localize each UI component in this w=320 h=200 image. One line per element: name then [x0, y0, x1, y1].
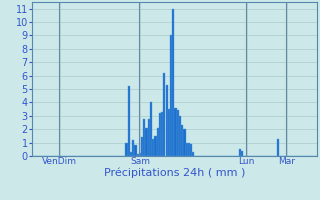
- Bar: [148, 119, 150, 156]
- Bar: [170, 35, 172, 156]
- Bar: [128, 86, 130, 156]
- Bar: [239, 149, 241, 156]
- Bar: [183, 129, 186, 156]
- Bar: [177, 110, 179, 156]
- Bar: [161, 112, 163, 156]
- Bar: [132, 140, 134, 156]
- Bar: [141, 137, 143, 156]
- Bar: [190, 144, 192, 156]
- Bar: [168, 109, 170, 156]
- Bar: [188, 143, 190, 156]
- Bar: [154, 136, 156, 156]
- Bar: [152, 139, 154, 156]
- Bar: [186, 143, 188, 156]
- Bar: [241, 151, 244, 156]
- Bar: [137, 154, 139, 156]
- X-axis label: Précipitations 24h ( mm ): Précipitations 24h ( mm ): [104, 168, 245, 178]
- Bar: [146, 128, 148, 156]
- Bar: [174, 108, 177, 156]
- Bar: [150, 102, 152, 156]
- Bar: [143, 119, 146, 156]
- Bar: [192, 152, 195, 156]
- Bar: [172, 9, 174, 156]
- Bar: [125, 143, 128, 156]
- Bar: [277, 139, 279, 156]
- Bar: [156, 128, 159, 156]
- Bar: [181, 125, 183, 156]
- Bar: [163, 73, 165, 156]
- Bar: [134, 145, 137, 156]
- Bar: [179, 116, 181, 156]
- Bar: [139, 153, 141, 156]
- Bar: [165, 85, 168, 156]
- Bar: [159, 113, 161, 156]
- Bar: [130, 152, 132, 156]
